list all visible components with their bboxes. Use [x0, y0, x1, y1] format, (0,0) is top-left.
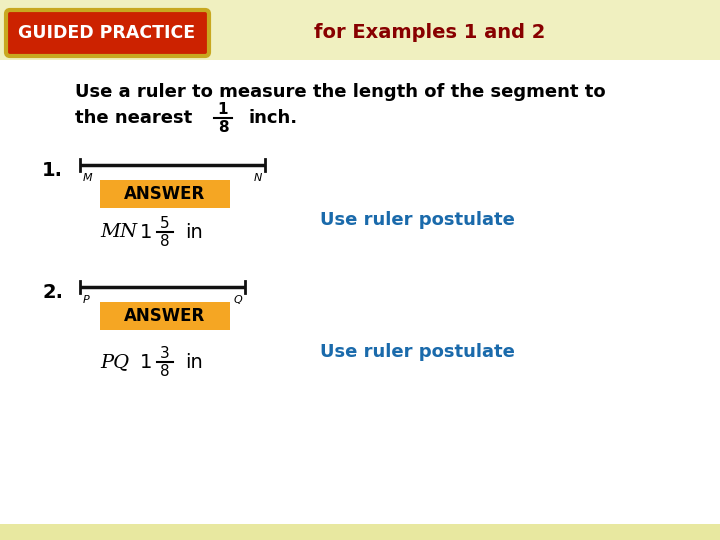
Bar: [0, 0, 720, 60]
Bar: [0, 380, 720, 400]
Bar: [0, 200, 720, 220]
Bar: [0, 80, 720, 100]
Text: Use ruler postulate: Use ruler postulate: [320, 211, 515, 229]
Text: the nearest: the nearest: [75, 109, 192, 127]
Text: 1.: 1.: [42, 160, 63, 179]
Text: PQ: PQ: [100, 353, 129, 371]
Bar: [0, 40, 720, 60]
Bar: [0, 20, 720, 40]
Bar: [0, 160, 720, 180]
Text: inch.: inch.: [248, 109, 297, 127]
Bar: [0, 360, 720, 380]
Bar: [0, 524, 720, 540]
FancyBboxPatch shape: [100, 302, 230, 330]
Text: M: M: [83, 173, 93, 183]
Text: 8: 8: [217, 120, 228, 136]
Text: 1: 1: [140, 353, 153, 372]
Text: 5: 5: [160, 217, 170, 232]
Text: 2.: 2.: [42, 282, 63, 301]
Bar: [0, 280, 720, 300]
Bar: [0, 60, 720, 524]
FancyBboxPatch shape: [6, 10, 209, 56]
Text: P: P: [83, 295, 90, 305]
Bar: [0, 220, 720, 240]
Bar: [0, 340, 720, 360]
Bar: [0, 140, 720, 160]
Bar: [0, 460, 720, 480]
Text: N: N: [253, 173, 262, 183]
FancyBboxPatch shape: [100, 180, 230, 208]
Bar: [0, 420, 720, 440]
Text: 1: 1: [140, 222, 153, 241]
Text: Use ruler postulate: Use ruler postulate: [320, 343, 515, 361]
Bar: [0, 400, 720, 420]
Bar: [0, 320, 720, 340]
Bar: [0, 60, 720, 80]
Text: 8: 8: [160, 364, 170, 380]
Text: in: in: [185, 222, 203, 241]
Text: MN: MN: [100, 223, 137, 241]
Bar: [0, 100, 720, 120]
Text: 3: 3: [160, 347, 170, 361]
Bar: [0, 180, 720, 200]
Bar: [0, 480, 720, 500]
Text: 8: 8: [160, 234, 170, 249]
Text: Use a ruler to measure the length of the segment to: Use a ruler to measure the length of the…: [75, 83, 606, 101]
Text: GUIDED PRACTICE: GUIDED PRACTICE: [19, 24, 196, 42]
Text: for Examples 1 and 2: for Examples 1 and 2: [315, 24, 546, 43]
Bar: [0, 300, 720, 320]
Bar: [0, 120, 720, 140]
Text: ANSWER: ANSWER: [125, 307, 206, 325]
Bar: [0, 260, 720, 280]
Text: ANSWER: ANSWER: [125, 185, 206, 203]
Bar: [0, 240, 720, 260]
Text: in: in: [185, 353, 203, 372]
Bar: [0, 440, 720, 460]
Text: 1: 1: [217, 103, 228, 118]
Bar: [0, 500, 720, 520]
Bar: [0, 0, 720, 20]
Text: Q: Q: [233, 295, 242, 305]
Bar: [0, 520, 720, 540]
